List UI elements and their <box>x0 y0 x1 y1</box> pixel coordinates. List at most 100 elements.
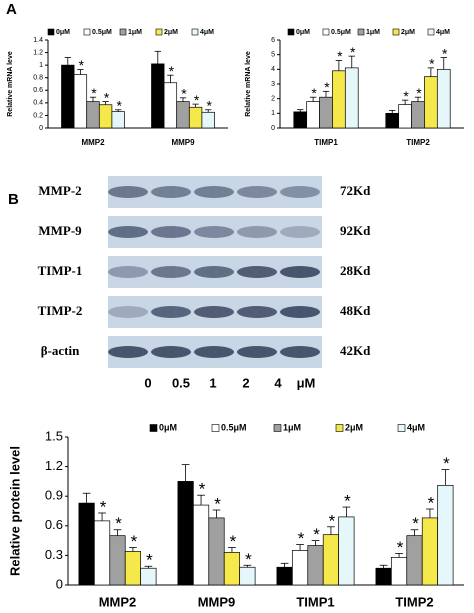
bar <box>385 112 400 129</box>
significance-marker: * <box>324 79 330 95</box>
blot-protein: β-actin <box>41 343 80 358</box>
y-axis-label: Relative protein level <box>7 446 22 576</box>
bar <box>109 535 126 586</box>
legend-swatch <box>149 424 158 432</box>
bar <box>332 70 346 129</box>
x-tick-label: TIMP1 <box>296 594 334 609</box>
blot-size: 28Kd <box>340 263 371 278</box>
legend-label: 1μM <box>283 422 301 432</box>
blot-band <box>108 266 148 278</box>
significance-marker: * <box>146 551 153 570</box>
bar <box>176 101 190 129</box>
blot-band <box>151 266 191 278</box>
bar <box>73 74 88 129</box>
legend-swatch <box>211 424 220 432</box>
bar <box>390 557 408 586</box>
blot-band <box>237 346 277 358</box>
legend-swatch <box>47 28 55 36</box>
y-tick-label: 0.3 <box>45 547 63 562</box>
y-tick-label: 1.2 <box>45 458 63 473</box>
legend-label: 0.5μM <box>92 29 112 36</box>
significance-marker: * <box>79 57 85 73</box>
bar <box>93 520 111 586</box>
significance-marker: * <box>443 454 450 473</box>
significance-marker: * <box>298 529 305 548</box>
blot-band <box>194 266 234 278</box>
y-tick-label: 0.4 <box>33 100 43 107</box>
significance-marker: * <box>115 514 122 533</box>
y-tick-label: 4 <box>271 66 275 73</box>
blot-size: 48Kd <box>340 303 371 318</box>
lane-label: 2 <box>242 375 249 390</box>
y-tick-label: 6 <box>271 37 275 44</box>
blot-band <box>194 186 234 198</box>
legend-swatch <box>335 424 344 432</box>
lane-label: 0.5 <box>172 375 190 390</box>
y-tick-label: 2 <box>271 96 275 103</box>
significance-marker: * <box>429 56 435 72</box>
legend-swatch <box>427 28 435 36</box>
bar <box>319 96 333 129</box>
blot-protein: TIMP-1 <box>38 263 83 278</box>
lane-label: μM <box>297 375 316 390</box>
significance-marker: * <box>350 44 356 60</box>
blot-band <box>108 306 148 318</box>
blot-protein: MMP-9 <box>38 223 82 238</box>
blot-protein: TIMP-2 <box>38 303 83 318</box>
significance-marker: * <box>442 45 448 61</box>
legend-label: 4μM <box>407 422 425 432</box>
bar <box>338 516 355 586</box>
legend-swatch <box>155 28 163 36</box>
legend-label: 1μM <box>366 29 380 36</box>
lane-label: 4 <box>274 375 282 390</box>
y-tick-label: 0.8 <box>33 75 43 82</box>
significance-marker: * <box>403 88 409 104</box>
significance-marker: * <box>214 494 221 513</box>
bar <box>375 567 392 586</box>
bar <box>201 111 215 129</box>
bar <box>223 552 241 586</box>
legend-swatch <box>83 28 91 36</box>
blot-band <box>151 346 191 358</box>
significance-marker: * <box>194 92 200 108</box>
bar <box>61 64 75 129</box>
blot-band <box>108 226 148 238</box>
blot-band <box>194 306 234 318</box>
bar <box>406 535 423 586</box>
bar <box>239 566 256 586</box>
significance-marker: * <box>104 89 110 105</box>
blot-band <box>237 226 277 238</box>
y-tick-label: 1 <box>271 110 275 117</box>
blot-size: 72Kd <box>340 183 371 198</box>
x-tick-label: MMP2 <box>99 594 137 609</box>
significance-marker: * <box>131 532 138 551</box>
bar <box>306 101 320 129</box>
significance-marker: * <box>91 85 97 101</box>
y-tick-label: 0.9 <box>45 488 63 503</box>
blot-size: 92Kd <box>340 223 371 238</box>
bar <box>291 550 309 586</box>
blot-band <box>237 186 277 198</box>
y-tick-label: 5 <box>271 52 275 59</box>
x-tick-label: TIMP1 <box>314 138 338 147</box>
bar <box>163 82 178 129</box>
legend-swatch <box>392 28 400 36</box>
y-tick-label: 1.2 <box>33 49 43 56</box>
y-tick-label: 0 <box>271 125 275 132</box>
legend-swatch <box>357 28 365 36</box>
legend-swatch <box>322 28 330 36</box>
bar <box>307 545 324 586</box>
bar <box>78 502 95 586</box>
x-tick-label: MMP9 <box>198 594 236 609</box>
significance-marker: * <box>169 63 175 79</box>
lane-label: 1 <box>209 375 216 390</box>
x-tick-label: MMP9 <box>171 138 195 147</box>
y-tick-label: 3 <box>271 81 275 88</box>
y-axis-label: Relative mRNA leve <box>245 51 252 117</box>
legend-swatch <box>397 424 406 432</box>
legend-label: 2μM <box>345 422 363 432</box>
legend-label: 0μM <box>56 29 70 36</box>
bar <box>124 551 142 586</box>
bar <box>344 67 359 129</box>
legend-label: 0μM <box>296 29 310 36</box>
